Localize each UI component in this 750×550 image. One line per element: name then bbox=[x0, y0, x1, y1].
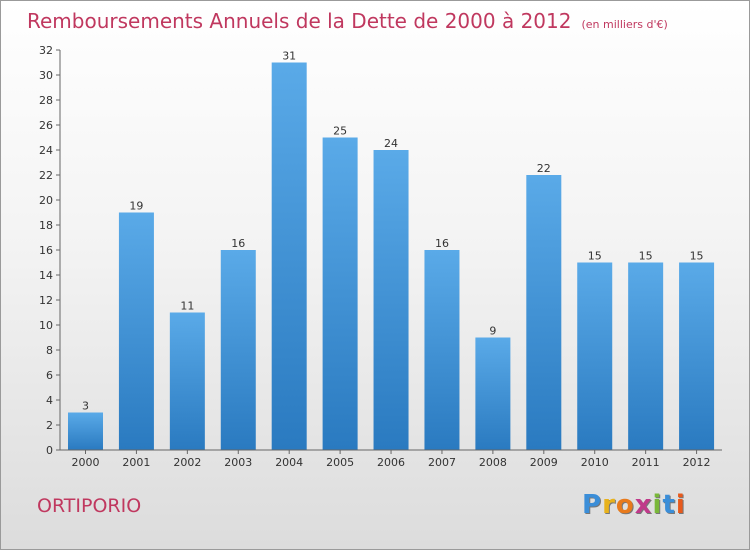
x-tick-label-2008: 2008 bbox=[479, 456, 507, 469]
logo-letter: r bbox=[602, 490, 616, 520]
bar-2008 bbox=[475, 337, 511, 450]
bar-2007 bbox=[424, 250, 460, 450]
y-tick-label: 32 bbox=[39, 44, 53, 57]
bars: 3 19 11 16 31 25 24 16 9 22 15 15 15 bbox=[68, 50, 715, 450]
y-tick-label: 22 bbox=[39, 169, 53, 182]
bar-2001 bbox=[118, 212, 154, 450]
value-label-2005: 25 bbox=[333, 125, 347, 138]
value-label-2007: 16 bbox=[435, 237, 449, 250]
bar-2003 bbox=[220, 250, 256, 450]
x-tick-label-2004: 2004 bbox=[275, 456, 303, 469]
value-label-2006: 24 bbox=[384, 137, 398, 150]
y-tick-label: 12 bbox=[39, 294, 53, 307]
x-tick-label-2010: 2010 bbox=[581, 456, 609, 469]
value-label-2010: 15 bbox=[588, 250, 602, 263]
logo-letter: t bbox=[662, 490, 676, 520]
logo-letter: o bbox=[615, 490, 635, 520]
proxiti-logo: Proxiti bbox=[582, 490, 686, 520]
x-tick-label-2000: 2000 bbox=[72, 456, 100, 469]
x-axis: 2000 2001 2002 2003 2004 2005 2006 2007 2008 2009… bbox=[60, 449, 722, 469]
bar-2012 bbox=[679, 262, 715, 450]
value-label-2003: 16 bbox=[231, 237, 245, 250]
y-tick-label: 20 bbox=[39, 194, 53, 207]
y-tick-label: 6 bbox=[46, 369, 53, 382]
y-tick-label: 30 bbox=[39, 69, 53, 82]
value-label-2002: 11 bbox=[180, 300, 194, 313]
bar-2005 bbox=[322, 137, 358, 450]
y-tick-label: 18 bbox=[39, 219, 53, 232]
x-tick-label-2007: 2007 bbox=[428, 456, 456, 469]
y-tick-label: 0 bbox=[46, 444, 53, 457]
logo-letter: P bbox=[582, 490, 603, 520]
value-label-2001: 19 bbox=[129, 200, 143, 213]
title-text: Remboursements Annuels de la Dette de 20… bbox=[27, 9, 572, 33]
chart-subtitle: (en milliers d'€) bbox=[581, 18, 668, 31]
value-label-2012: 15 bbox=[690, 250, 704, 263]
bar-2011 bbox=[628, 262, 664, 450]
y-tick-label: 8 bbox=[46, 344, 53, 357]
x-tick-label-2005: 2005 bbox=[326, 456, 354, 469]
y-tick-label: 14 bbox=[39, 269, 53, 282]
value-label-2000: 3 bbox=[82, 400, 89, 413]
value-label-2008: 9 bbox=[489, 325, 496, 338]
bar-2009 bbox=[526, 175, 562, 450]
x-tick-label-2002: 2002 bbox=[173, 456, 201, 469]
x-tick-label-2012: 2012 bbox=[683, 456, 711, 469]
bar-2004 bbox=[271, 62, 307, 450]
logo-letter: i bbox=[652, 490, 663, 520]
y-tick-label: 28 bbox=[39, 94, 53, 107]
chart-title: Remboursements Annuels de la Dette de 20… bbox=[27, 9, 668, 33]
bar-2010 bbox=[577, 262, 613, 450]
y-tick-label: 24 bbox=[39, 144, 53, 157]
value-label-2009: 22 bbox=[537, 162, 551, 175]
value-label-2011: 15 bbox=[639, 250, 653, 263]
x-tick-label-2009: 2009 bbox=[530, 456, 558, 469]
bar-2006 bbox=[373, 150, 409, 450]
bar-2002 bbox=[169, 312, 205, 450]
logo-letter: x bbox=[634, 490, 653, 520]
y-tick-label: 26 bbox=[39, 119, 53, 132]
logo-letter: i bbox=[675, 490, 686, 520]
x-tick-label-2006: 2006 bbox=[377, 456, 405, 469]
y-tick-label: 16 bbox=[39, 244, 53, 257]
value-label-2004: 31 bbox=[282, 50, 296, 63]
x-tick-label-2001: 2001 bbox=[122, 456, 150, 469]
bar-2000 bbox=[68, 412, 103, 450]
x-tick-label-2011: 2011 bbox=[632, 456, 660, 469]
y-tick-label: 10 bbox=[39, 319, 53, 332]
commune-name: ORTIPORIO bbox=[37, 495, 142, 517]
y-tick-label: 2 bbox=[46, 419, 53, 432]
x-tick-label-2003: 2003 bbox=[224, 456, 252, 469]
y-tick-label: 4 bbox=[46, 394, 53, 407]
